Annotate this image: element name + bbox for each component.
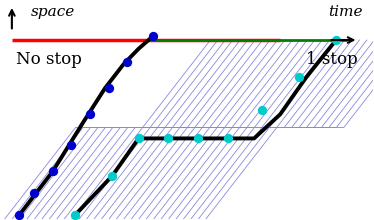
Text: space: space	[31, 5, 75, 19]
Point	[50, 169, 56, 173]
Point	[135, 137, 141, 140]
Point	[31, 191, 37, 195]
Point	[72, 213, 78, 217]
Point	[225, 137, 231, 140]
Point	[296, 75, 302, 79]
Point	[106, 86, 112, 90]
Point	[333, 38, 339, 42]
Point	[16, 213, 22, 217]
Point	[258, 108, 264, 112]
Text: time: time	[329, 5, 363, 19]
Text: 1 stop: 1 stop	[306, 51, 358, 68]
Point	[110, 174, 116, 177]
Point	[195, 137, 201, 140]
Point	[68, 143, 74, 147]
Point	[125, 60, 131, 64]
Point	[87, 113, 93, 116]
Point	[165, 137, 171, 140]
Text: No stop: No stop	[16, 51, 82, 68]
Point	[150, 34, 156, 37]
